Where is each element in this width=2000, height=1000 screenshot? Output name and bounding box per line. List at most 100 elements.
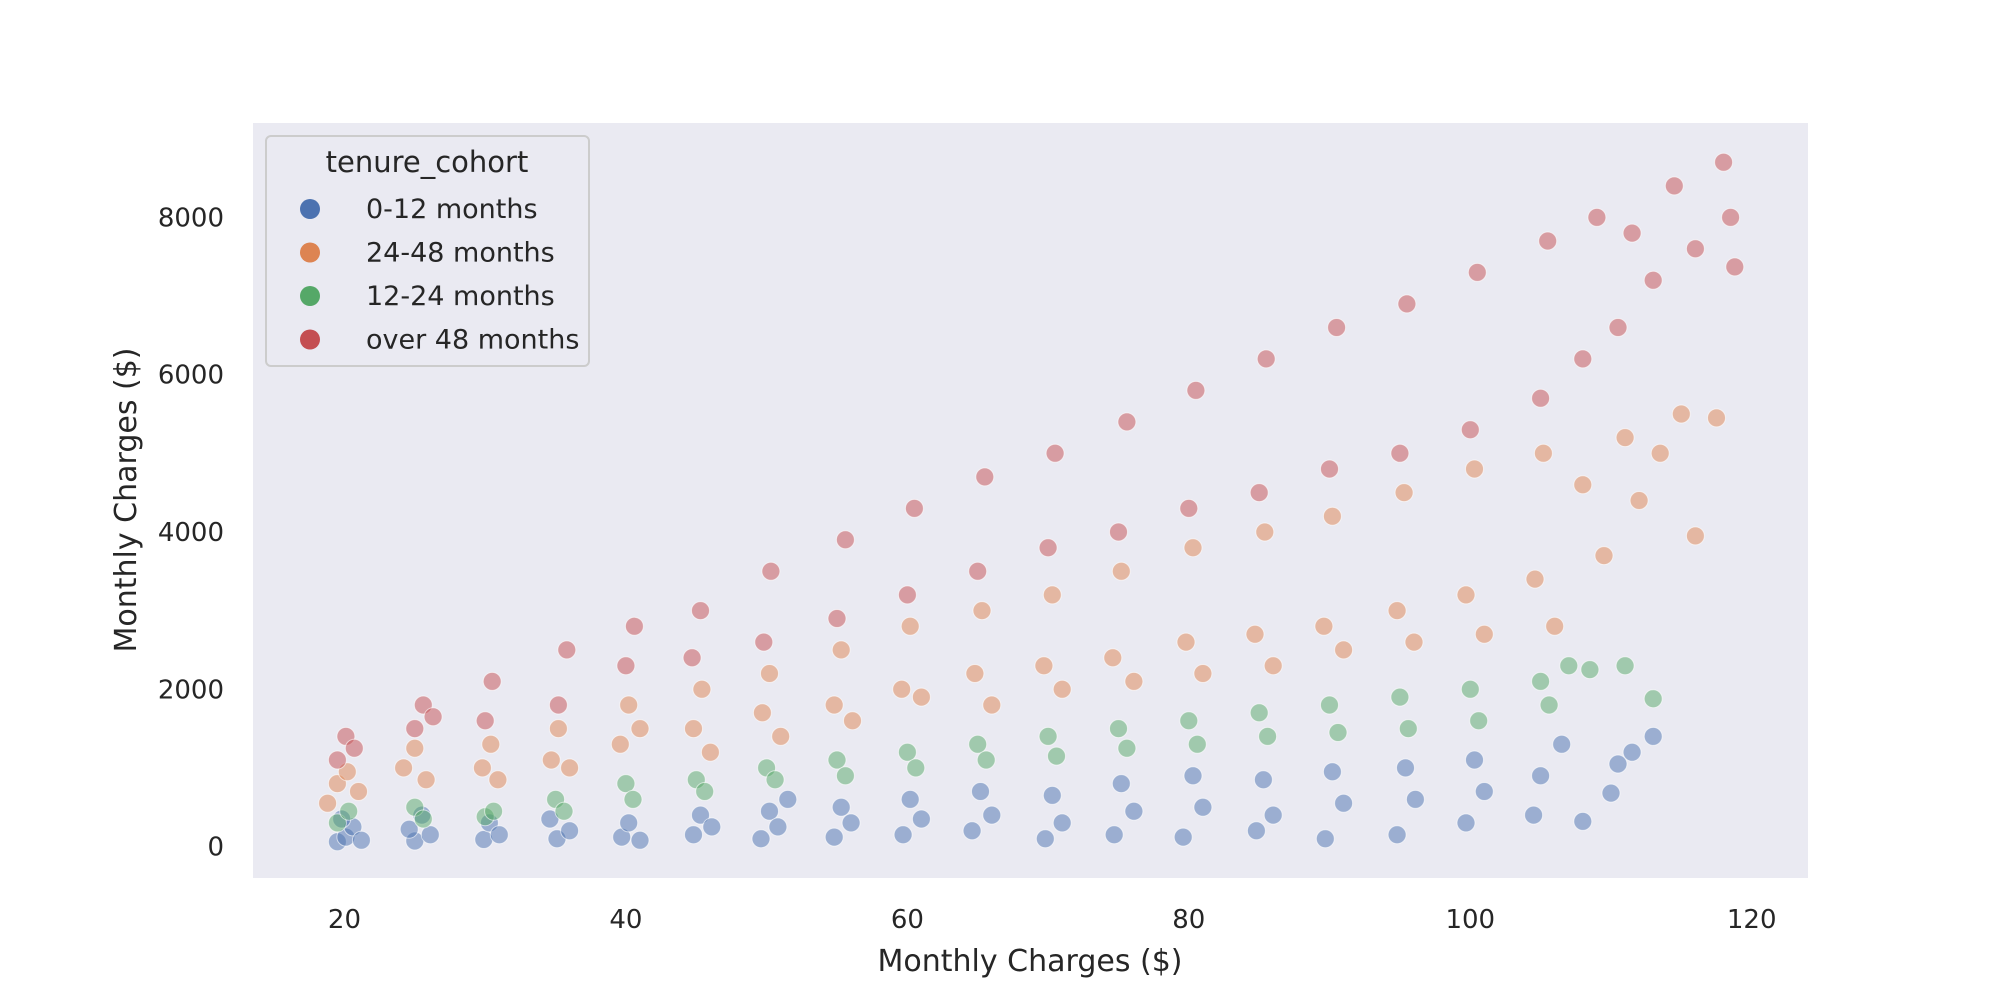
x-tick-label-3: 80: [1172, 905, 1205, 935]
point-series-1-46: [1387, 601, 1407, 621]
point-series-0-37: [1104, 825, 1124, 845]
point-series-1-19: [752, 703, 772, 723]
point-series-3-5: [423, 707, 443, 727]
y-axis-label: Monthly Charges ($): [109, 348, 144, 653]
point-series-3-40: [1608, 318, 1628, 337]
legend-label-0: 0-12 months: [366, 194, 538, 225]
legend-frame: [265, 135, 590, 367]
point-series-1-59: [1650, 443, 1670, 463]
point-series-2-5: [484, 801, 504, 821]
point-series-2-20: [1038, 726, 1058, 746]
y-tick-label-2: 4000: [158, 518, 224, 548]
point-series-3-26: [1179, 498, 1199, 518]
point-series-0-39: [1124, 801, 1144, 821]
point-series-2-9: [623, 789, 643, 809]
point-series-1-36: [1124, 671, 1144, 691]
point-series-3-23: [1045, 443, 1065, 463]
point-series-0-23: [768, 817, 788, 837]
point-series-3-39: [1587, 207, 1607, 227]
point-series-2-23: [1117, 738, 1137, 758]
y-tick-label-3: 6000: [158, 361, 224, 391]
point-series-1-10: [541, 750, 561, 770]
point-series-0-44: [1253, 770, 1273, 790]
point-series-3-33: [1397, 294, 1417, 314]
point-series-2-3: [413, 809, 433, 829]
point-series-0-53: [1465, 750, 1484, 770]
point-series-3-0: [327, 750, 347, 770]
point-series-2-32: [1460, 679, 1480, 699]
x-tick-label-5: 120: [1727, 905, 1777, 935]
point-series-3-19: [904, 498, 924, 518]
point-series-3-13: [691, 601, 710, 621]
point-series-2-18: [968, 734, 988, 754]
point-series-3-12: [682, 648, 702, 668]
point-series-3-7: [482, 671, 502, 691]
point-series-3-25: [1117, 412, 1137, 432]
point-series-1-38: [1183, 538, 1203, 558]
point-series-1-0: [318, 793, 338, 813]
point-series-3-20: [968, 561, 988, 581]
point-series-1-37: [1176, 632, 1196, 652]
point-series-2-19: [976, 750, 996, 770]
point-series-1-39: [1193, 664, 1213, 683]
legend-label-2: 12-24 months: [366, 281, 555, 312]
point-series-2-36: [1559, 656, 1579, 676]
point-series-1-15: [630, 719, 650, 739]
point-series-0-14: [560, 821, 580, 841]
point-series-0-38: [1111, 774, 1131, 794]
point-series-2-33: [1469, 711, 1489, 731]
point-series-3-11: [624, 616, 644, 636]
point-series-0-20: [702, 817, 722, 837]
point-series-3-37: [1538, 231, 1558, 251]
point-series-3-44: [1685, 239, 1705, 259]
point-series-3-47: [1725, 257, 1745, 277]
point-series-1-35: [1111, 561, 1131, 581]
point-series-3-28: [1249, 483, 1269, 503]
point-series-2-15: [835, 766, 855, 786]
point-series-2-34: [1531, 671, 1551, 691]
points-layer: [318, 152, 1745, 852]
point-series-2-7: [554, 801, 574, 821]
point-series-1-3: [349, 782, 368, 801]
point-series-1-14: [619, 695, 639, 715]
point-series-1-61: [1685, 526, 1705, 546]
point-series-1-9: [488, 770, 508, 790]
point-series-1-18: [700, 742, 720, 762]
point-series-1-23: [831, 640, 851, 660]
point-series-3-31: [1327, 318, 1347, 337]
point-series-1-29: [972, 601, 992, 621]
x-tick-labels: 20 40 60 80 100 120: [328, 905, 1777, 935]
point-series-0-50: [1396, 758, 1415, 778]
legend-marker-0: [300, 199, 320, 219]
point-series-0-42: [1193, 797, 1213, 817]
point-series-1-7: [472, 758, 492, 778]
point-series-0-40: [1173, 827, 1193, 847]
point-series-1-34: [1103, 648, 1123, 668]
point-series-3-24: [1109, 522, 1128, 542]
point-series-2-8: [616, 774, 636, 794]
point-series-0-61: [1622, 742, 1642, 762]
point-series-1-26: [900, 616, 920, 636]
point-series-0-30: [911, 809, 931, 829]
point-series-0-33: [982, 805, 1002, 825]
point-series-1-30: [982, 695, 1002, 715]
point-series-1-22: [824, 695, 844, 715]
point-series-3-32: [1390, 443, 1410, 463]
point-series-0-34: [1035, 829, 1055, 849]
point-series-1-31: [1034, 656, 1054, 676]
point-series-3-3: [405, 719, 425, 739]
point-series-1-5: [405, 738, 425, 758]
point-series-3-10: [616, 656, 636, 676]
point-series-0-55: [1524, 805, 1544, 825]
point-series-0-19: [691, 805, 710, 825]
x-tick-label-2: 60: [891, 905, 924, 935]
point-series-0-41: [1183, 766, 1203, 786]
point-series-0-51: [1405, 789, 1425, 809]
point-series-3-46: [1721, 207, 1741, 227]
point-series-3-8: [548, 695, 568, 715]
legend-marker-3: [300, 329, 320, 350]
point-series-2-30: [1390, 687, 1410, 707]
y-tick-labels: 0 2000 4000 6000 8000: [158, 203, 224, 862]
point-series-2-39: [1643, 689, 1663, 709]
